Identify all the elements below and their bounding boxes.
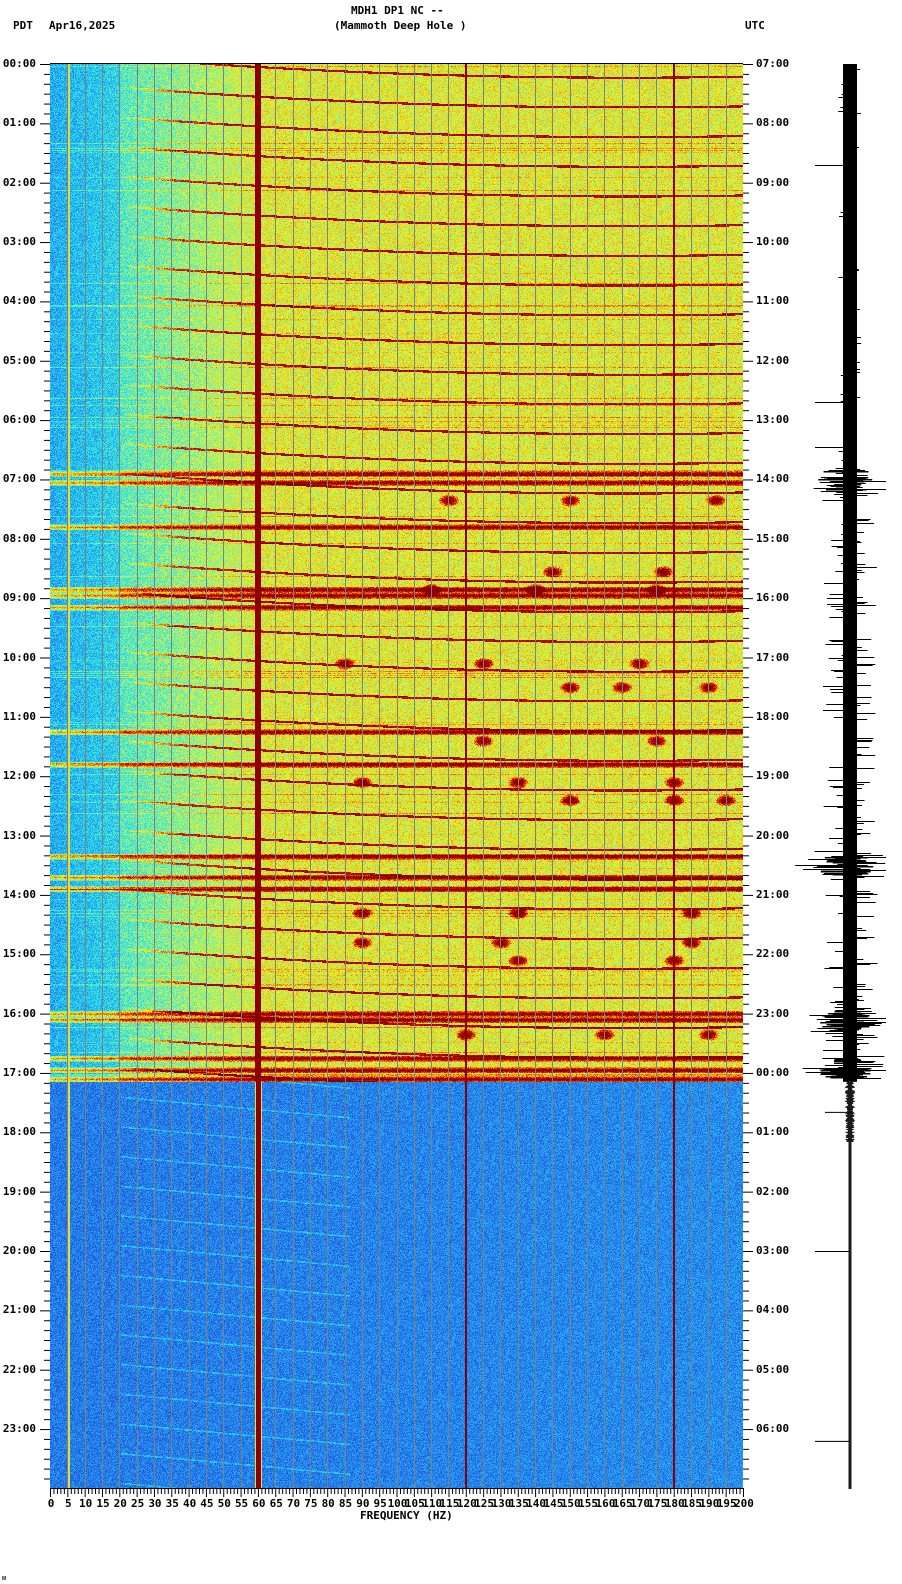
frequency-tick-label: 130: [491, 1497, 512, 1510]
time-label-right: 16:00: [756, 591, 790, 605]
time-label-right: 23:00: [756, 1006, 790, 1020]
frequency-tick-label: 75: [304, 1497, 318, 1510]
frequency-tick-label: 5: [65, 1497, 72, 1510]
time-label-right: 11:00: [756, 294, 790, 308]
station-name: (Mammoth Deep Hole ): [334, 19, 467, 32]
station-line: MDH1 DP1 NC --: [351, 4, 444, 17]
time-label-left: 00:00: [2, 57, 36, 70]
timezone-left: PDT: [13, 19, 33, 32]
time-label-right: 05:00: [756, 1362, 790, 1376]
timezone-right: UTC: [745, 19, 765, 32]
frequency-tick-label: 100: [387, 1497, 408, 1510]
frequency-tick-label: 135: [508, 1497, 529, 1510]
time-label-right: 09:00: [756, 175, 790, 189]
time-label-right: 07:00: [756, 57, 790, 70]
time-label-right: 04:00: [756, 1303, 790, 1317]
x-axis-title: FREQUENCY (HZ): [360, 1509, 453, 1522]
frequency-tick-label: 150: [560, 1497, 581, 1510]
time-label-left: 05:00: [2, 353, 36, 367]
time-label-right: 01:00: [756, 1125, 790, 1139]
frequency-tick-label: 120: [456, 1497, 477, 1510]
time-label-right: 22:00: [756, 947, 790, 961]
time-label-left: 13:00: [2, 828, 36, 842]
frequency-tick-label: 185: [682, 1497, 702, 1510]
frequency-tick-label: 35: [165, 1497, 179, 1510]
frequency-tick-label: 25: [131, 1497, 145, 1510]
frequency-tick-label: 115: [439, 1497, 460, 1510]
time-label-right: 15:00: [756, 531, 790, 545]
time-label-right: 18:00: [756, 709, 790, 723]
time-label-left: 01:00: [2, 116, 36, 130]
spectrogram-plot: [50, 64, 743, 1488]
time-label-right: 02:00: [756, 1184, 790, 1198]
frequency-tick-label: 195: [716, 1497, 737, 1510]
frequency-tick-label: 50: [217, 1497, 231, 1510]
frequency-tick-label: 40: [182, 1497, 197, 1510]
time-label-left: 07:00: [2, 472, 36, 486]
frequency-tick-label: 105: [404, 1497, 425, 1510]
time-label-left: 18:00: [2, 1125, 36, 1139]
time-label-right: 03:00: [756, 1244, 790, 1257]
time-label-left: 02:00: [2, 175, 36, 189]
time-label-left: 03:00: [2, 235, 36, 249]
time-label-left: 19:00: [2, 1184, 36, 1198]
time-label-left: 11:00: [2, 709, 36, 723]
time-label-right: 06:00: [756, 1422, 790, 1436]
time-label-left: 10:00: [2, 650, 36, 664]
time-label-left: 22:00: [2, 1362, 36, 1376]
time-label-left: 16:00: [2, 1006, 36, 1020]
time-label-left: 09:00: [2, 591, 36, 605]
time-label-left: 15:00: [2, 947, 36, 961]
frequency-tick-label: 0: [47, 1497, 55, 1510]
frequency-tick-label: 170: [630, 1497, 650, 1510]
time-label-left: 21:00: [2, 1303, 36, 1317]
frequency-tick-label: 20: [113, 1497, 127, 1510]
time-label-right: 14:00: [756, 472, 790, 486]
time-label-right: 00:00: [756, 1065, 790, 1079]
time-label-left: 12:00: [2, 769, 36, 783]
frequency-tick-label: 145: [543, 1497, 564, 1510]
seismogram-trace: [795, 64, 886, 1489]
frequency-tick-label: 30: [148, 1497, 162, 1510]
time-label-right: 17:00: [756, 650, 790, 664]
time-label-right: 13:00: [756, 413, 790, 427]
frequency-tick-label: 175: [647, 1497, 668, 1510]
time-label-right: 20:00: [756, 828, 790, 842]
frequency-tick-label: 200: [734, 1497, 754, 1510]
frequency-tick-label: 65: [269, 1497, 283, 1510]
frequency-tick-label: 90: [356, 1497, 370, 1510]
frequency-tick-label: 80: [321, 1497, 335, 1510]
frequency-tick-label: 10: [79, 1497, 93, 1510]
time-label-left: 20:00: [2, 1244, 36, 1257]
frequency-tick-label: 165: [612, 1497, 633, 1510]
time-label-right: 08:00: [756, 116, 790, 130]
frequency-tick-label: 45: [200, 1497, 214, 1510]
time-label-left: 04:00: [2, 294, 36, 308]
time-label-right: 10:00: [756, 235, 790, 249]
time-label-left: 14:00: [2, 887, 36, 901]
frequency-tick-label: 140: [526, 1497, 547, 1510]
frequency-tick-label: 125: [474, 1497, 495, 1510]
frequency-tick-label: 190: [699, 1497, 720, 1510]
frequency-tick-label: 60: [252, 1497, 266, 1510]
frequency-tick-label: 85: [338, 1497, 353, 1510]
frequency-tick-label: 55: [234, 1497, 249, 1510]
frequency-tick-label: 110: [422, 1497, 443, 1510]
time-label-right: 21:00: [756, 887, 790, 901]
date-label: Apr16,2025: [49, 19, 116, 32]
time-label-left: 06:00: [2, 413, 36, 427]
frequency-tick-label: 160: [595, 1497, 616, 1510]
frequency-tick-label: 70: [286, 1497, 301, 1510]
frequency-tick-label: 15: [96, 1497, 110, 1510]
time-label-left: 08:00: [2, 531, 36, 545]
time-label-right: 19:00: [756, 769, 790, 783]
corner-mark: ᴍ: [2, 1574, 7, 1582]
time-label-left: 23:00: [2, 1422, 36, 1436]
frequency-tick-label: 180: [664, 1497, 685, 1510]
frequency-tick-label: 95: [373, 1497, 387, 1510]
time-label-left: 17:00: [2, 1065, 36, 1079]
time-label-right: 12:00: [756, 353, 790, 367]
frequency-tick-label: 155: [578, 1497, 598, 1510]
